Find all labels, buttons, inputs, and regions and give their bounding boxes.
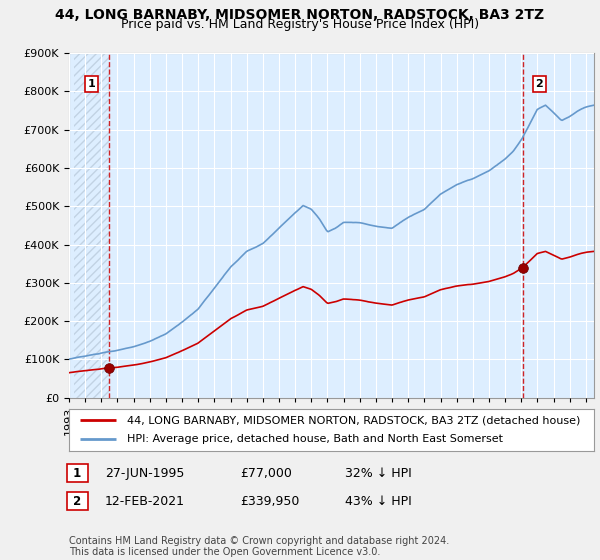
Text: Contains HM Land Registry data © Crown copyright and database right 2024.
This d: Contains HM Land Registry data © Crown c… [69,535,449,557]
Text: £77,000: £77,000 [240,466,292,480]
Text: £339,950: £339,950 [240,494,299,508]
Text: 27-JUN-1995: 27-JUN-1995 [105,466,184,480]
Text: 32% ↓ HPI: 32% ↓ HPI [345,466,412,480]
Text: 44, LONG BARNABY, MIDSOMER NORTON, RADSTOCK, BA3 2TZ: 44, LONG BARNABY, MIDSOMER NORTON, RADST… [55,8,545,22]
Text: HPI: Average price, detached house, Bath and North East Somerset: HPI: Average price, detached house, Bath… [127,435,503,445]
Text: 1: 1 [69,466,85,480]
Text: Price paid vs. HM Land Registry's House Price Index (HPI): Price paid vs. HM Land Registry's House … [121,18,479,31]
Text: 2: 2 [536,79,543,89]
Text: 44, LONG BARNABY, MIDSOMER NORTON, RADSTOCK, BA3 2TZ (detached house): 44, LONG BARNABY, MIDSOMER NORTON, RADST… [127,415,580,425]
Bar [74,53,109,398]
Text: 43% ↓ HPI: 43% ↓ HPI [345,494,412,508]
Text: 12-FEB-2021: 12-FEB-2021 [105,494,185,508]
Text: 1: 1 [88,79,95,89]
Text: 2: 2 [69,494,85,508]
